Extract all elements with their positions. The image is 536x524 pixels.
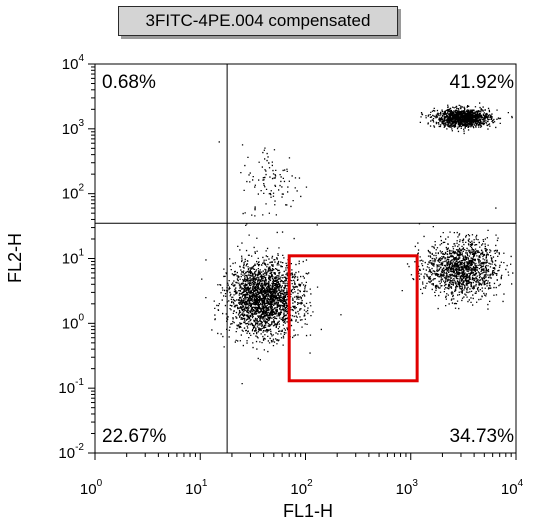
quadrant-lower-right-percent: 34.73% <box>450 426 515 447</box>
y-tick-label: 101 <box>62 248 85 268</box>
quadrant-upper-right-percent: 41.92% <box>450 72 515 93</box>
quadrant-lower-left-percent: 22.67% <box>102 426 167 447</box>
x-axis-label: FL1-H <box>283 501 333 521</box>
cluster-points <box>401 207 514 310</box>
x-tick-label: 101 <box>185 478 208 498</box>
y-tick-label: 103 <box>62 118 85 138</box>
y-tick-label: 102 <box>62 183 85 203</box>
x-tick-label: 103 <box>396 478 419 498</box>
cluster-points <box>419 102 513 135</box>
cluster-points <box>218 141 318 234</box>
chart-title: 3FITC-4PE.004 compensated <box>118 6 398 36</box>
x-tick-label: 100 <box>80 478 103 498</box>
x-tick-label: 104 <box>501 478 524 498</box>
cluster-points <box>201 231 342 385</box>
y-tick-label: 104 <box>62 53 85 73</box>
axis-ticks: 100 101 102 103 104 10-2 10-1 100 101 102 103 104 <box>58 53 523 498</box>
x-tick-label: 102 <box>290 478 313 498</box>
quadrant-upper-left-percent: 0.68% <box>102 72 156 93</box>
event-points <box>201 102 514 385</box>
y-tick-label: 10-1 <box>58 377 84 397</box>
y-tick-label: 100 <box>62 312 85 332</box>
y-tick-label: 10-2 <box>58 442 84 462</box>
y-axis-label: FL2-H <box>5 233 25 283</box>
highlight-box <box>287 254 419 383</box>
